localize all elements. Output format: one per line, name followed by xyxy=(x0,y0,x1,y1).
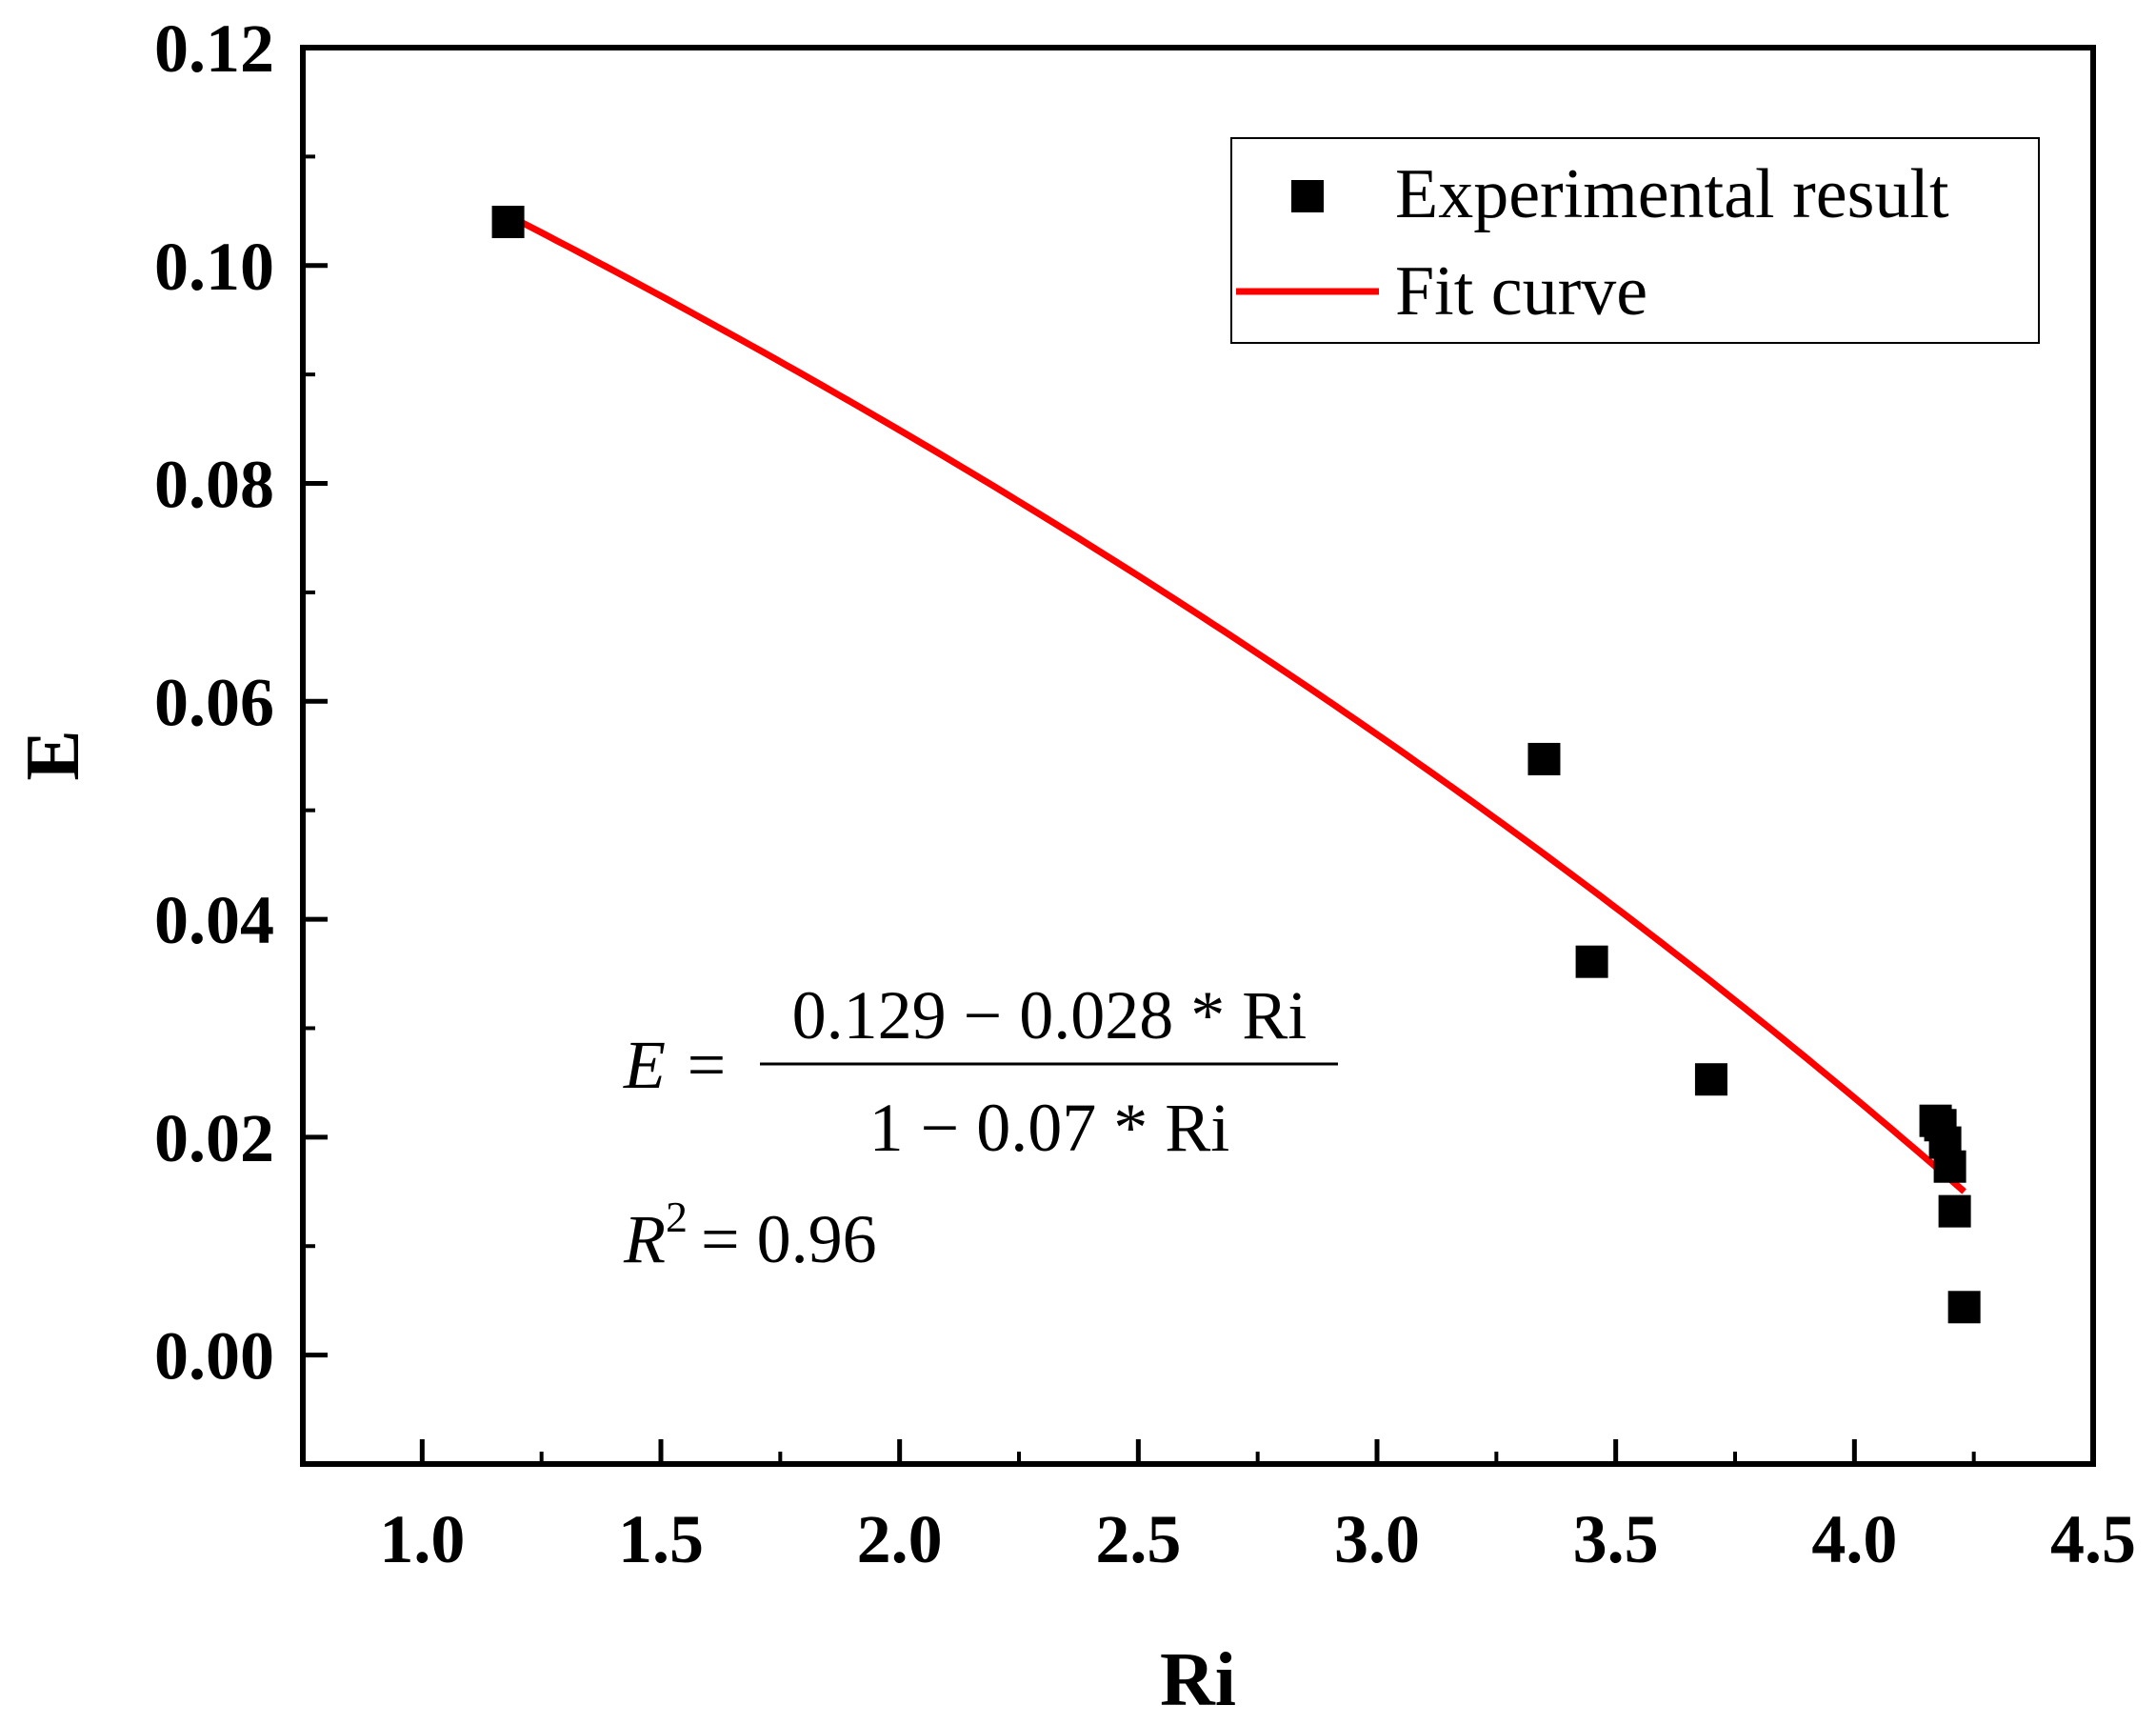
x-tick-label: 1.0 xyxy=(379,1501,465,1577)
y-tick-label: 0.08 xyxy=(154,447,274,523)
data-point xyxy=(491,206,525,239)
r-squared-value: = 0.96 xyxy=(701,1201,877,1277)
data-point xyxy=(1938,1194,1971,1228)
y-tick-label: 0.04 xyxy=(154,882,274,958)
x-axis-ticks: 1.0 1.5 2.0 2.5 3.0 3.5 4.0 4.5 xyxy=(379,1439,2136,1577)
x-tick-label: 4.5 xyxy=(2050,1501,2136,1577)
equation-annotation: E = 0.129 − 0.028 * Ri 1 − 0.07 * Ri R2 =… xyxy=(623,977,1338,1277)
x-tick-label: 4.0 xyxy=(1811,1501,1897,1577)
y-tick-label: 0.00 xyxy=(154,1318,274,1394)
fit-curve-line xyxy=(507,212,1966,1194)
x-tick-label: 1.5 xyxy=(618,1501,704,1577)
legend: Experimental result Fit curve xyxy=(1230,137,2040,344)
data-point xyxy=(1527,742,1561,775)
x-tick-label: 3.5 xyxy=(1573,1501,1659,1577)
legend-marker-square xyxy=(1291,180,1324,212)
data-points xyxy=(491,206,1981,1324)
equation-denominator: 1 − 0.07 * Ri xyxy=(869,1090,1230,1166)
x-tick-label: 3.0 xyxy=(1334,1501,1420,1577)
equation-numerator: 0.129 − 0.028 * Ri xyxy=(792,977,1308,1053)
y-tick-label: 0.06 xyxy=(154,664,274,740)
x-axis-title: Ri xyxy=(1160,1638,1236,1722)
r-squared: R2 = 0.96 xyxy=(623,1193,877,1277)
data-point xyxy=(1694,1063,1727,1096)
y-tick-label: 0.02 xyxy=(154,1100,274,1176)
x-tick-label: 2.0 xyxy=(857,1501,943,1577)
data-point xyxy=(1933,1150,1966,1183)
legend-label-fit: Fit curve xyxy=(1395,252,1647,331)
y-tick-label: 0.12 xyxy=(154,10,274,87)
legend-box xyxy=(1230,137,2040,344)
y-axis-title: E xyxy=(11,730,95,780)
r-squared-superscript: 2 xyxy=(666,1193,688,1241)
y-tick-label: 0.10 xyxy=(154,229,274,305)
r-squared-symbol: R xyxy=(623,1201,666,1277)
legend-label-experimental: Experimental result xyxy=(1395,155,1949,233)
plot-frame xyxy=(300,45,2096,1467)
equation-lhs: E = xyxy=(623,1027,729,1103)
data-point xyxy=(1575,945,1608,978)
data-point xyxy=(1947,1291,1981,1324)
y-axis-ticks: 0.00 0.02 0.04 0.06 0.08 0.10 0.12 xyxy=(154,10,328,1394)
fit-curve-layer xyxy=(507,212,1966,1194)
x-tick-label: 2.5 xyxy=(1095,1501,1181,1577)
